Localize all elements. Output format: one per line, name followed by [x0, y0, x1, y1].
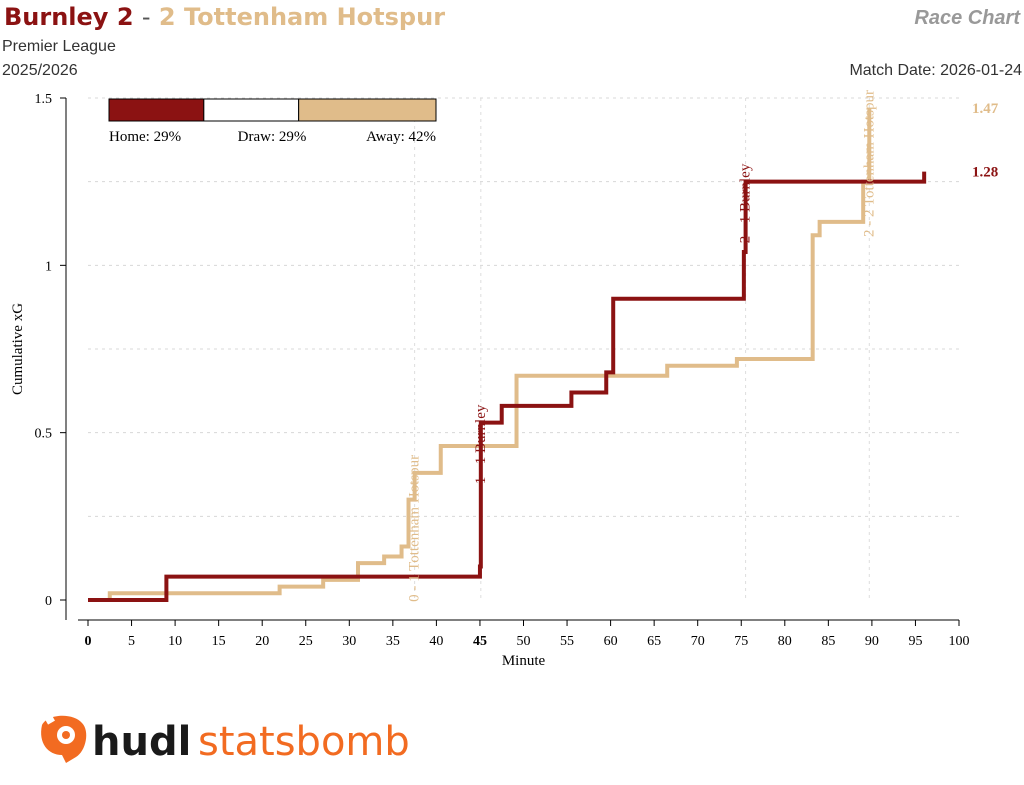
match-title: Burnley 2 - 2 Tottenham Hotspur — [4, 3, 445, 31]
logo-text-hudl: hudl — [92, 719, 191, 765]
x-tick-label: 5 — [128, 634, 135, 649]
score-separator: - — [141, 3, 151, 31]
x-tick-label: 50 — [517, 634, 531, 649]
x-tick-label: 10 — [168, 634, 182, 649]
legend-draw-label: Draw: 29% — [238, 129, 307, 145]
y-tick-label: 0.5 — [35, 427, 53, 442]
legend-away-segment — [298, 98, 437, 122]
x-tick-label: 65 — [647, 634, 661, 649]
chart-type-label: Race Chart — [914, 7, 1020, 29]
xg-line-home — [88, 171, 927, 602]
legend-away-label: Away: 42% — [366, 129, 436, 145]
xg-line-away — [88, 108, 872, 602]
legend-home-segment — [108, 98, 205, 122]
season-label: 2025/2026 — [2, 62, 78, 79]
x-tick-label: 100 — [949, 634, 970, 649]
legend-draw-segment — [203, 98, 300, 122]
logo-text-statsbomb: statsbomb — [198, 719, 410, 765]
x-tick-label: 60 — [604, 634, 618, 649]
x-tick-label: 40 — [429, 634, 443, 649]
home-score: 2 — [116, 3, 134, 31]
y-tick-label: 1.5 — [35, 92, 53, 107]
x-tick-label: 75 — [734, 634, 748, 649]
goal-annotation: 1 - 1 Burnley — [473, 404, 489, 484]
x-tick-label: 70 — [691, 634, 705, 649]
away-team-name: Tottenham Hotspur — [183, 3, 446, 31]
away-score: 2 — [158, 3, 176, 31]
y-axis-title: Cumulative xG — [10, 303, 26, 395]
x-tick-label: 45 — [473, 634, 487, 649]
goal-annotation: 2 - 2 Tottenham Hotspur — [861, 90, 877, 237]
legend-home-label: Home: 29% — [109, 129, 181, 145]
x-tick-label: 95 — [908, 634, 922, 649]
final-xg-label-away: 1.47 — [972, 101, 999, 117]
x-tick-label: 80 — [778, 634, 792, 649]
y-tick-label: 1 — [45, 259, 52, 274]
y-tick-label: 0 — [45, 594, 52, 609]
x-tick-label: 20 — [255, 634, 269, 649]
x-axis-title: Minute — [502, 653, 546, 669]
x-tick-label: 55 — [560, 634, 574, 649]
match-date: Match Date: 2026-01-24 — [849, 62, 1022, 79]
x-tick-label: 85 — [821, 634, 835, 649]
x-tick-label: 30 — [342, 634, 356, 649]
race-chart: 0 0.5 1 1.5 0 5 10 15 20 25 30 35 40 45 50 55 60 65 70 75 80… — [10, 90, 999, 669]
x-tick-label: 15 — [212, 634, 226, 649]
x-tick-label: 25 — [299, 634, 313, 649]
x-tick-label: 90 — [865, 634, 879, 649]
final-xg-label-home: 1.28 — [972, 165, 998, 181]
home-team-name: Burnley — [4, 3, 109, 31]
x-tick-label: 35 — [386, 634, 400, 649]
statsbomb-logo-icon — [41, 715, 87, 763]
goal-annotation: 2 - 1 Burnley — [738, 163, 754, 243]
x-tick-label: 0 — [85, 634, 92, 649]
goal-annotation: 0 - 1 Tottenham Hotspur — [407, 455, 423, 602]
statsbomb-logo: hudl statsbomb — [41, 715, 410, 765]
competition-name: Premier League — [2, 38, 116, 55]
